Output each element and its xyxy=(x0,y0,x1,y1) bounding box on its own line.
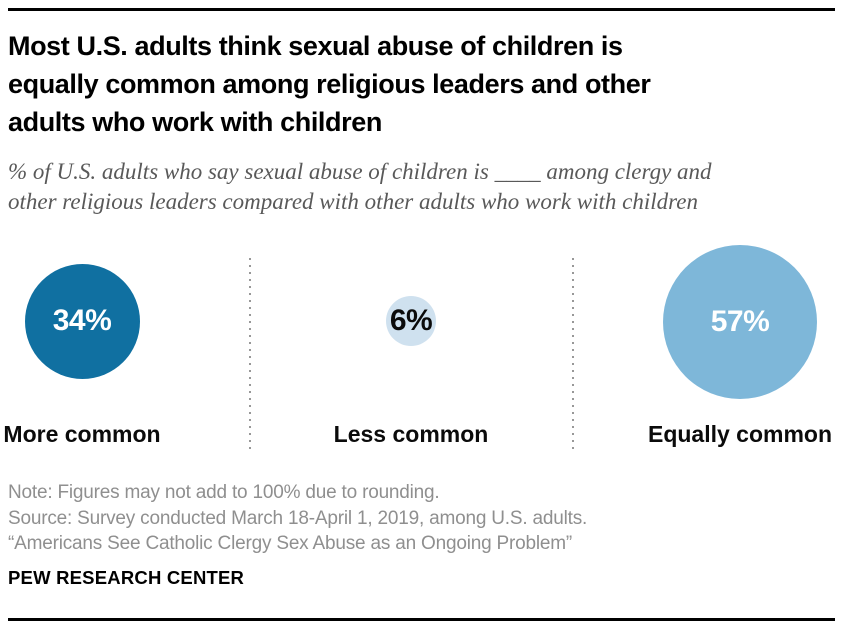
report-title-line: “Americans See Catholic Clergy Sex Abuse… xyxy=(8,533,573,554)
chart-subtitle-line-2: other religious leaders compared with ot… xyxy=(8,189,698,214)
bubble-equally-common: 57% xyxy=(663,245,817,399)
footnotes: Note: Figures may not add to 100% due to… xyxy=(8,480,808,557)
chart-subtitle-line-1: % of U.S. adults who say sexual abuse of… xyxy=(8,159,712,184)
chart-title: Most U.S. adults think sexual abuse of c… xyxy=(8,27,818,141)
bubble-less-common: 6% xyxy=(386,296,436,346)
chart-title-line-2: equally common among religious leaders a… xyxy=(8,69,651,99)
chart-subtitle: % of U.S. adults who say sexual abuse of… xyxy=(8,157,828,217)
bubble-label-less-common: Less common xyxy=(333,421,489,447)
bubble-label-more-common: More common xyxy=(3,421,161,447)
chart-title-line-1: Most U.S. adults think sexual abuse of c… xyxy=(8,31,623,61)
bubble-more-common: 34% xyxy=(24,263,140,379)
chart-title-line-3: adults who work with children xyxy=(8,107,382,137)
bottom-rule xyxy=(8,618,835,621)
bubble-label-equally-common: Equally common xyxy=(647,421,833,447)
source-line: Source: Survey conducted March 18-April … xyxy=(8,507,588,529)
pew-research-center-wordmark: PEW RESEARCH CENTER xyxy=(8,567,245,588)
dotted-divider-right xyxy=(572,258,574,450)
dotted-divider-left xyxy=(249,258,251,450)
top-rule xyxy=(8,8,835,11)
note-line: Note: Figures may not add to 100% due to… xyxy=(8,482,440,503)
